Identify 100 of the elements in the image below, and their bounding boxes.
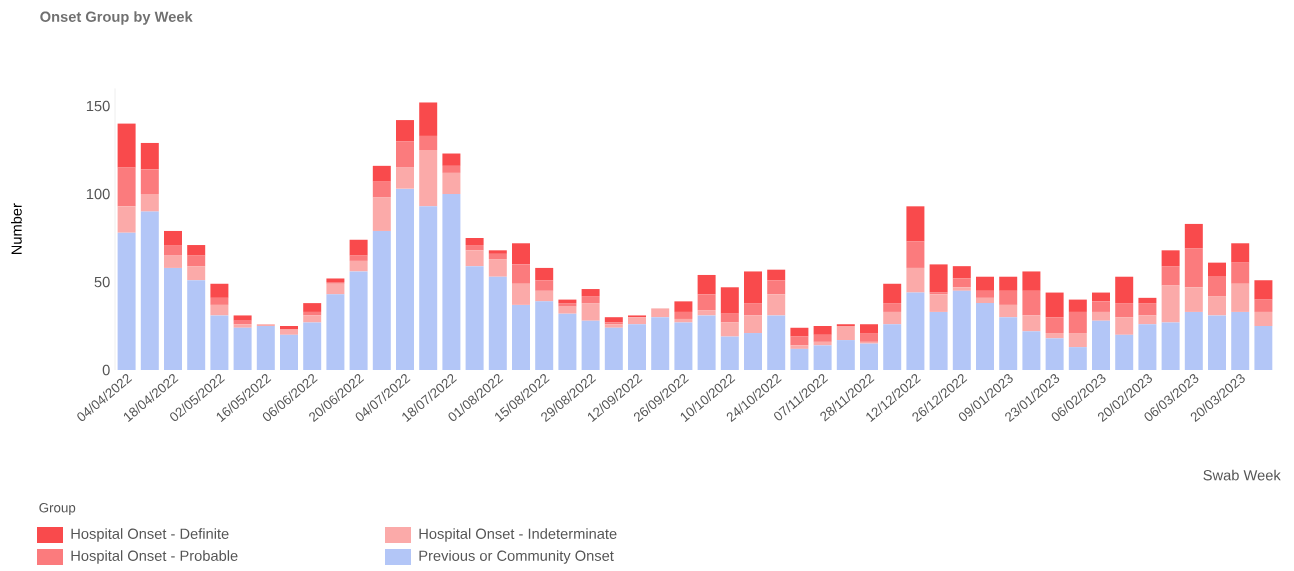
bar xyxy=(744,315,763,334)
bar xyxy=(535,290,554,302)
bar xyxy=(929,294,948,312)
x-axis-title: Swab Week xyxy=(1203,469,1281,481)
bar xyxy=(442,153,461,166)
bar xyxy=(1184,311,1203,370)
bar xyxy=(604,317,623,323)
bar xyxy=(187,245,206,256)
bar xyxy=(465,238,484,246)
bar xyxy=(372,165,391,182)
bar xyxy=(999,276,1018,291)
legend-label: Hospital Onset - Definite xyxy=(71,528,229,542)
bar xyxy=(1254,280,1273,300)
bar xyxy=(976,276,995,291)
bar xyxy=(1022,290,1041,316)
bar xyxy=(1045,338,1064,370)
bar xyxy=(1045,292,1064,318)
bar xyxy=(906,206,925,242)
bar xyxy=(326,283,345,295)
bar xyxy=(1184,248,1203,288)
bar xyxy=(1045,333,1064,339)
bar xyxy=(164,255,183,268)
bar xyxy=(326,294,345,370)
bar xyxy=(790,327,809,337)
bar xyxy=(140,211,159,370)
bar xyxy=(280,329,299,335)
bar xyxy=(372,181,391,198)
bar xyxy=(581,296,600,304)
bar xyxy=(372,197,391,231)
bar xyxy=(140,142,159,170)
bar xyxy=(720,322,739,337)
bar xyxy=(164,245,183,256)
bar xyxy=(117,123,136,168)
bar xyxy=(535,301,554,370)
legend-title: Group xyxy=(39,502,76,516)
bar xyxy=(1022,315,1041,332)
bar xyxy=(906,292,925,370)
bar xyxy=(1138,315,1157,325)
bar xyxy=(883,311,902,325)
bar xyxy=(465,245,484,251)
bar xyxy=(303,322,322,370)
bar xyxy=(558,306,577,314)
bar xyxy=(1161,250,1180,267)
bar xyxy=(117,167,136,207)
bar xyxy=(210,297,229,305)
bar xyxy=(744,271,763,304)
bar xyxy=(396,167,415,189)
bar xyxy=(349,239,368,256)
bar xyxy=(929,311,948,370)
bar xyxy=(233,324,252,328)
bar xyxy=(1231,283,1250,312)
bar xyxy=(512,304,530,370)
bar xyxy=(465,266,484,370)
bar xyxy=(1045,317,1064,334)
bar xyxy=(349,260,368,272)
bar xyxy=(465,250,484,267)
bar xyxy=(906,241,925,268)
bar xyxy=(952,287,971,291)
bar xyxy=(999,290,1018,305)
bar xyxy=(512,264,530,284)
bar xyxy=(1068,347,1087,370)
bar xyxy=(697,315,716,370)
bar xyxy=(1254,299,1273,312)
bar xyxy=(1138,297,1157,304)
bar xyxy=(952,290,971,370)
bar xyxy=(581,320,600,370)
bar xyxy=(1254,326,1273,370)
bar xyxy=(1115,334,1134,370)
bar xyxy=(140,169,159,194)
bar xyxy=(210,304,229,316)
bar xyxy=(1161,266,1180,286)
bar xyxy=(512,283,530,305)
bar xyxy=(488,250,507,254)
bar xyxy=(1068,333,1087,348)
bar xyxy=(488,276,507,370)
bar xyxy=(604,327,623,370)
bar xyxy=(836,340,855,370)
bar xyxy=(1092,311,1111,321)
bar xyxy=(164,267,183,370)
bar xyxy=(883,324,902,370)
bar xyxy=(558,313,577,370)
bar xyxy=(210,315,229,370)
bar xyxy=(651,317,670,370)
bar xyxy=(233,315,252,321)
bar xyxy=(187,280,206,370)
bar xyxy=(396,120,415,142)
bar xyxy=(419,150,438,207)
bar xyxy=(117,206,136,233)
bar xyxy=(813,334,832,342)
bar xyxy=(210,283,229,298)
bar xyxy=(976,290,995,298)
bar xyxy=(790,345,809,349)
bar xyxy=(1115,276,1134,304)
bar xyxy=(419,102,438,136)
bar xyxy=(1208,262,1227,277)
bar xyxy=(419,206,438,370)
legend-label: Hospital Onset - Probable xyxy=(71,550,238,564)
bar xyxy=(813,345,832,370)
bar xyxy=(720,336,739,370)
bar xyxy=(697,294,716,311)
